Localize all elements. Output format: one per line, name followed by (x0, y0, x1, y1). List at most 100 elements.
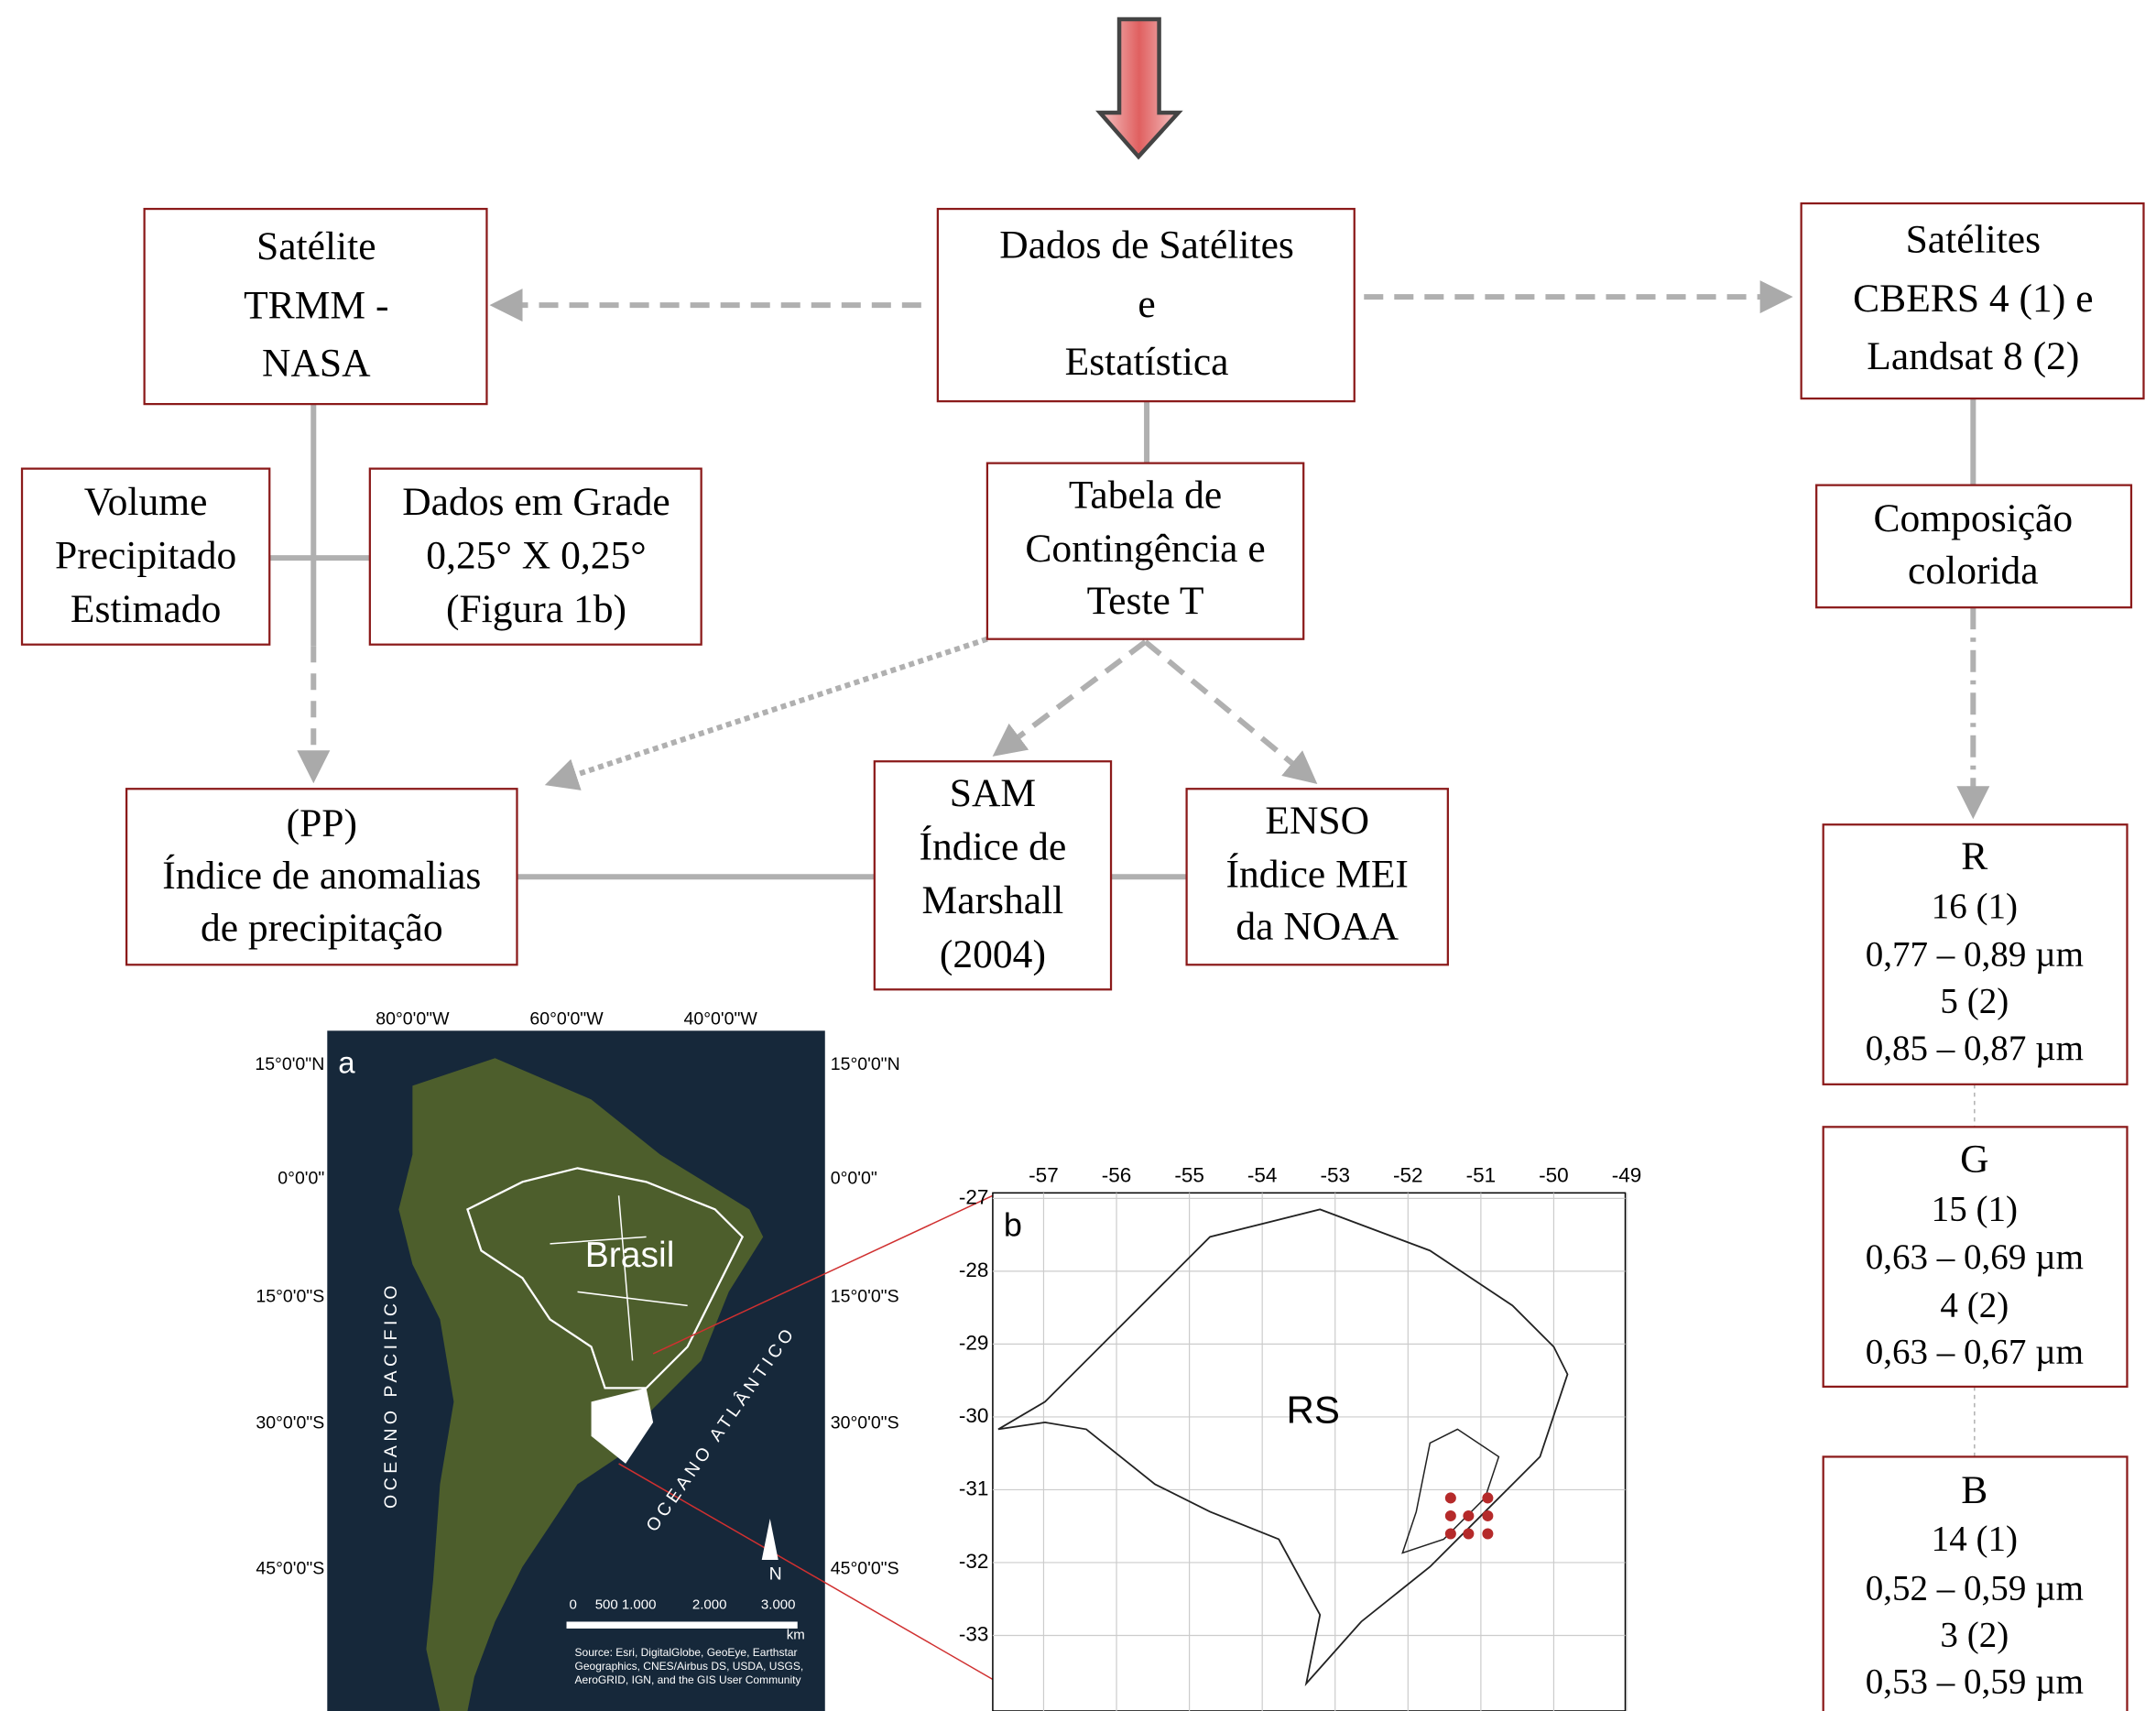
node-text: 3 (2) (1940, 1615, 2009, 1654)
node-text: Landsat 8 (2) (1867, 334, 2079, 378)
x-tick-label: -53 (1320, 1163, 1350, 1186)
x-tick-label: -56 (1102, 1163, 1132, 1186)
node-text: 16 (1) (1932, 887, 2018, 926)
x-tick-label: -52 (1393, 1163, 1423, 1186)
node-text: SAM (950, 771, 1036, 815)
node-text: Índice de anomalias (162, 853, 481, 898)
node-text: 0,52 – 0,59 µm (1866, 1568, 2084, 1607)
x-tick-label: -57 (1029, 1163, 1059, 1186)
map-a (327, 1030, 993, 1711)
node-text: Marshall (922, 878, 1064, 922)
node-text: Índice MEI (1226, 852, 1409, 897)
node-text: Contingência e (1025, 527, 1265, 571)
panel-label: a (338, 1046, 355, 1080)
scale-label: 2.000 (692, 1597, 727, 1612)
node-text: TRMM - (244, 284, 388, 328)
y-tick-label: -28 (959, 1259, 989, 1281)
lat-label: 15°0'0"N (255, 1054, 324, 1074)
x-tick-label: -51 (1466, 1163, 1497, 1186)
lon-label: 80°0'0"W (376, 1008, 450, 1029)
region-label: RS (1287, 1389, 1340, 1432)
lat-label: 30°0'0"S (831, 1413, 899, 1433)
node-text: (PP) (287, 801, 357, 845)
node-text: 14 (1) (1932, 1519, 2018, 1558)
y-tick-label: -29 (959, 1331, 989, 1354)
node-text: e (1138, 282, 1155, 326)
node-text: R (1961, 834, 1987, 878)
map-b (993, 1193, 1627, 1711)
source-box: Source: Esri, DigitalGlobe, GeoEye, Eart… (575, 1646, 817, 1711)
node-text: Estatística (1065, 340, 1229, 384)
node-text: (Figura 1b) (446, 587, 626, 631)
node-text: 0,63 – 0,69 µm (1866, 1237, 2084, 1277)
node-text: 0,53 – 0,59 µm (1866, 1662, 2084, 1701)
node-text: 4 (2) (1940, 1285, 2009, 1324)
lon-label: 60°0'0"W (529, 1008, 604, 1029)
scale-label: 3.000 (761, 1597, 796, 1612)
north-label: N (769, 1564, 782, 1585)
lon-label: 40°0'0"W (684, 1008, 758, 1029)
node-text: B (1961, 1468, 1987, 1512)
node-text: Teste T (1087, 579, 1204, 623)
y-tick-label: -31 (959, 1477, 989, 1499)
node-text: Precipitado (55, 534, 236, 578)
node-text: CBERS 4 (1) e (1853, 277, 2093, 321)
node-text: colorida (1908, 549, 2039, 593)
node-text: da NOAA (1236, 905, 1399, 949)
node-text: Dados em Grade (402, 480, 670, 524)
node: Dados de Satélites e Estatística (938, 209, 1355, 401)
node-text: (2004) (940, 932, 1046, 976)
x-tick-label: -55 (1174, 1163, 1204, 1186)
node: SAM Índice de Marshall (2004) (875, 761, 1111, 989)
node-text: Índice de (920, 824, 1067, 869)
lat-label: 0°0'0" (831, 1169, 877, 1189)
node: (PP) Índice de anomalias de precipitação (126, 789, 517, 964)
x-tick-label: -54 (1247, 1163, 1278, 1186)
node: Tabela de Contingência e Teste T (987, 463, 1303, 639)
node: Composição colorida (1816, 485, 2131, 608)
node-text: 0,85 – 0,87 µm (1866, 1029, 2084, 1068)
node: R16 (1)0,77 – 0,89 µm5 (2)0,85 – 0,87 µm (1824, 824, 2128, 1084)
node-text: Estimado (71, 587, 221, 631)
scale-label: 0 (570, 1597, 577, 1612)
node: Satélite TRMM - NASA (145, 209, 487, 404)
scale-label: km (787, 1627, 805, 1642)
node: B 14 (1) 0,52 – 0,59 µm 3 (2) 0,53 – 0,59 µm (1824, 1456, 2128, 1711)
x-tick-label: -49 (1612, 1163, 1642, 1186)
y-tick-label: -32 (959, 1550, 989, 1573)
lat-label: 15°0'0"N (831, 1054, 900, 1074)
node-text: Satélite (256, 224, 376, 268)
lat-label: 30°0'0"S (256, 1413, 324, 1433)
node-text: Tabela de (1069, 474, 1222, 518)
lat-label: 0°0'0" (278, 1169, 324, 1189)
node-text: 5 (2) (1940, 982, 2009, 1021)
node-text: Satélites (1906, 218, 2041, 262)
node: G 15 (1) 0,63 – 0,69 µm 4 (2) 0,63 – 0,67 µm (1824, 1127, 2128, 1387)
x-tick-label: -50 (1539, 1163, 1569, 1186)
node-text: Volume (84, 480, 208, 524)
node-text: ENSO (1265, 799, 1369, 843)
node-text: Dados de Satélites (999, 223, 1294, 267)
source-text: Source: Esri, DigitalGlobe, GeoEye, Eart… (575, 1646, 817, 1687)
node-text: 0,63 – 0,67 µm (1866, 1332, 2084, 1371)
node-text: 15 (1) (1932, 1189, 2018, 1228)
node: Dados em Grade 0,25° X 0,25° (Figura 1b) (370, 469, 702, 645)
diagram: Satélite TRMM - NASA Dados de Satélites e Est… (0, 0, 2156, 1711)
lat-label: 15°0'0"S (256, 1287, 324, 1307)
node-text: 0,25° X 0,25° (426, 534, 646, 578)
lat-label: 45°0'0"S (831, 1559, 899, 1579)
scale-label: 500 1.000 (595, 1597, 657, 1612)
node-text: Composição (1874, 496, 2074, 540)
down-arrow (1100, 19, 1179, 157)
y-tick-label: -27 (959, 1185, 989, 1208)
node-text: NASA (262, 342, 371, 386)
node: ENSO Índice MEI da NOAA (1187, 789, 1448, 964)
node-text: de precipitação (201, 906, 443, 950)
node: Volume Precipitado Estimado (22, 469, 269, 645)
node-text: G (1960, 1137, 1988, 1181)
lat-label: 15°0'0"S (831, 1287, 899, 1307)
y-tick-label: -30 (959, 1404, 989, 1427)
country-label: Brasil (585, 1236, 675, 1275)
lat-label: 45°0'0"S (256, 1559, 324, 1579)
panel-label: b (1004, 1205, 1022, 1243)
